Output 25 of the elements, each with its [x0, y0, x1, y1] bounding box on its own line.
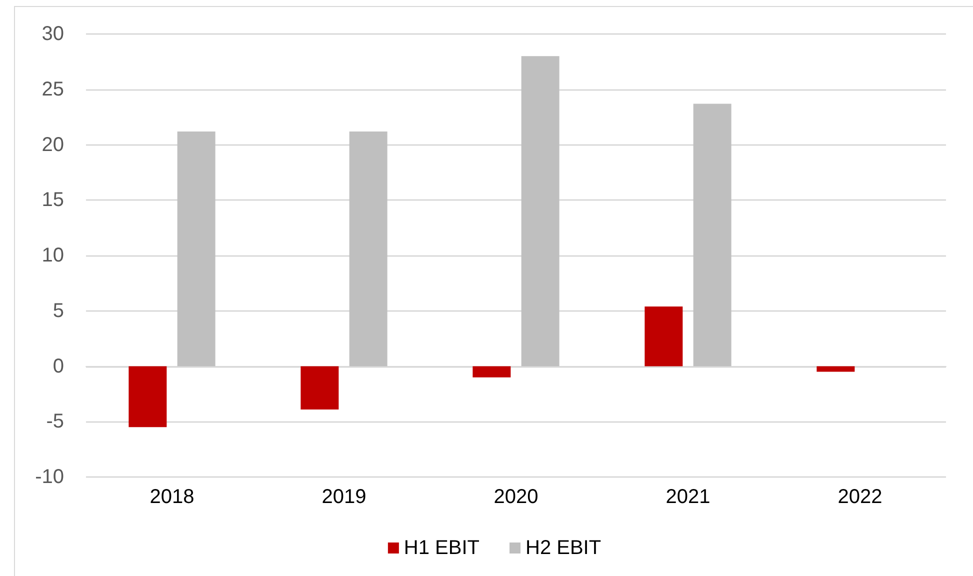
y-tick-label: 25 — [42, 78, 64, 100]
y-tick-label: 30 — [42, 23, 64, 45]
y-tick-label: -5 — [46, 410, 64, 433]
y-tick-label: 15 — [42, 189, 64, 212]
bar — [128, 366, 167, 428]
x-tick-label: 2021 — [666, 486, 710, 508]
y-tick-label: 5 — [52, 300, 64, 322]
y-tick-label: -10 — [35, 466, 64, 488]
bar — [300, 366, 339, 410]
bar — [521, 56, 560, 366]
bar — [816, 366, 855, 372]
y-tick-label: 0 — [52, 355, 64, 378]
bar — [472, 366, 511, 378]
bar — [349, 131, 388, 366]
x-tick-label: 2022 — [838, 486, 882, 508]
x-tick-label: 2018 — [150, 486, 194, 508]
bar — [177, 131, 216, 366]
x-tick-label: 2020 — [494, 486, 538, 508]
y-tick-label: 10 — [42, 244, 64, 266]
bar — [693, 104, 732, 366]
y-tick-label: 20 — [42, 134, 64, 156]
bar — [644, 306, 683, 366]
legend-label: H2 EBIT — [526, 537, 602, 559]
legend-label: H1 EBIT — [404, 537, 480, 559]
x-tick-label: 2019 — [322, 486, 366, 508]
